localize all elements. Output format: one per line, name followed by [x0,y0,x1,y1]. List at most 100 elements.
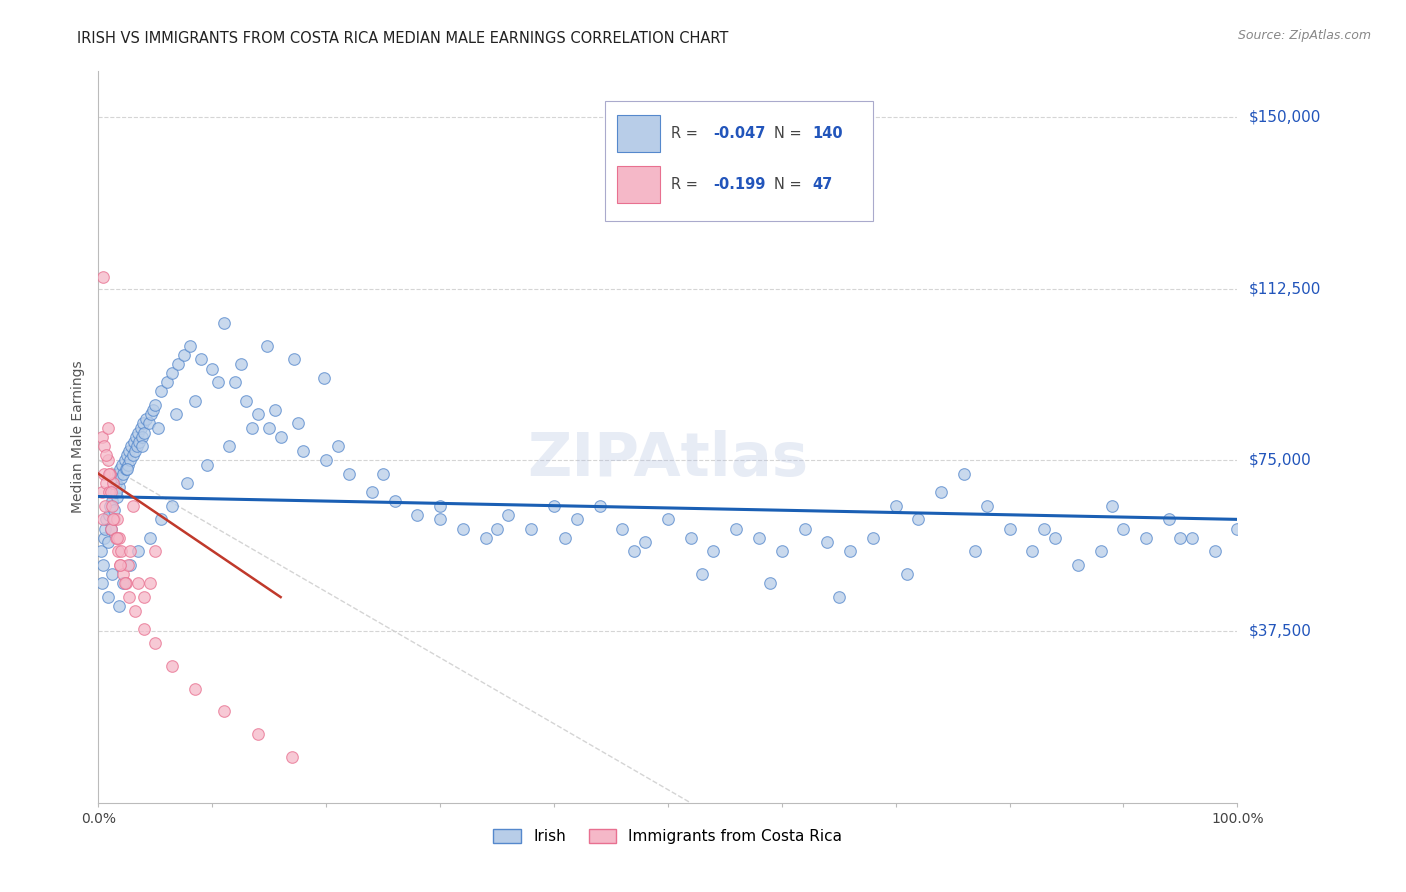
Point [406,508,429,522]
Point [142,402,165,417]
Point [759,576,782,591]
Point [127,425,149,440]
Point [93,467,115,481]
Point [179,338,201,352]
Point [173,348,195,362]
Point [281,750,304,764]
Point [565,512,588,526]
Point [101,494,124,508]
Point [114,453,136,467]
Point [103,484,125,499]
Point [90,484,112,499]
Point [184,681,207,696]
Text: $37,500: $37,500 [1249,624,1312,639]
Point [127,576,149,591]
Point [91,558,114,573]
Point [828,590,851,604]
Point [96,421,118,435]
Point [132,425,155,440]
Point [337,467,360,481]
Point [127,439,149,453]
Point [110,471,132,485]
Point [118,443,141,458]
Point [998,521,1021,535]
Point [150,384,173,399]
Point [104,531,127,545]
Point [165,407,187,421]
Point [125,430,148,444]
Point [634,535,657,549]
Point [96,535,118,549]
Point [121,499,143,513]
Point [270,430,292,444]
Point [108,558,131,573]
Point [120,439,142,453]
Point [108,462,131,476]
Point [117,458,139,472]
Point [124,443,146,458]
Point [246,407,269,421]
Point [162,658,184,673]
Point [229,357,252,371]
Point [100,521,122,535]
Point [115,448,138,462]
Point [117,558,139,573]
Point [120,558,142,573]
Point [793,521,815,535]
Point [770,544,793,558]
Point [498,508,520,522]
Text: IRISH VS IMMIGRANTS FROM COSTA RICA MEDIAN MALE EARNINGS CORRELATION CHART: IRISH VS IMMIGRANTS FROM COSTA RICA MEDI… [77,31,728,46]
Point [132,622,155,636]
Point [139,407,162,421]
Point [748,531,770,545]
Point [246,727,269,741]
Y-axis label: Median Male Earnings: Median Male Earnings [72,360,86,514]
Text: $75,000: $75,000 [1249,452,1312,467]
Point [1157,512,1180,526]
Point [167,357,190,371]
Point [235,393,257,408]
Point [103,503,125,517]
Point [96,590,118,604]
Point [429,499,451,513]
Point [1226,521,1249,535]
Point [156,375,179,389]
Point [108,480,131,494]
Point [90,576,112,591]
Point [103,512,125,526]
Point [259,421,281,435]
Point [884,499,907,513]
Point [953,467,976,481]
Point [118,590,141,604]
Point [371,467,394,481]
Point [114,576,136,591]
Point [588,499,610,513]
Point [451,521,474,535]
Point [101,499,124,513]
Point [360,484,382,499]
Point [929,484,952,499]
Point [212,316,235,330]
Point [91,512,114,526]
Point [131,430,153,444]
Point [112,567,135,582]
FancyBboxPatch shape [605,101,873,221]
FancyBboxPatch shape [617,167,659,203]
Text: R =: R = [671,126,703,141]
Point [326,439,349,453]
Point [100,484,122,499]
Point [108,531,131,545]
Point [105,512,128,526]
Point [657,512,679,526]
Point [93,439,115,453]
Point [1135,531,1157,545]
Point [690,567,713,582]
Point [103,512,125,526]
Point [129,421,152,435]
Point [94,521,117,535]
Point [107,544,129,558]
Point [145,636,167,650]
Point [862,531,884,545]
Point [162,366,184,380]
FancyBboxPatch shape [617,115,659,152]
